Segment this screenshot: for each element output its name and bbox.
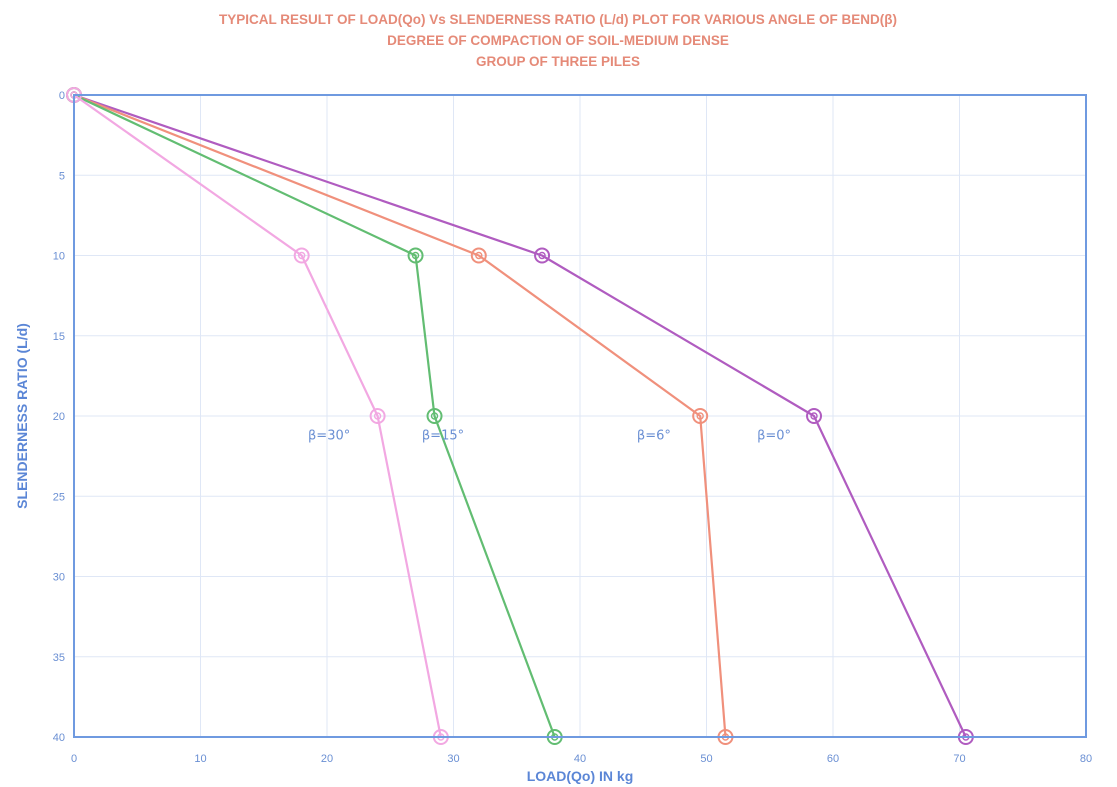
chart-title: TYPICAL RESULT OF LOAD(Qo) Vs SLENDERNES… (219, 12, 897, 69)
y-tick-label-5: 5 (59, 170, 65, 182)
y-tick-label-10: 10 (53, 251, 65, 263)
y-tick-label-20: 20 (53, 411, 65, 423)
y-axis-label: SLENDERNESS RATIO (L/d) (14, 323, 30, 509)
x-tick-label-70: 70 (953, 753, 965, 765)
series-labels: β=0° β=6° β=15° β=30° (308, 428, 791, 443)
x-tick-label-40: 40 (574, 753, 586, 765)
x-tick-label-50: 50 (700, 753, 712, 765)
series-line-3 (73, 94, 442, 738)
x-tick-label-20: 20 (321, 753, 333, 765)
y-tick-label-15: 15 (53, 331, 65, 343)
series-marker-inner-3-2 (373, 412, 382, 420)
series-marker-inner-1-2 (696, 412, 704, 420)
series-marker-inner-1-1 (475, 251, 483, 260)
grid (73, 94, 1087, 738)
series-marker-inner-0-2 (810, 412, 818, 420)
y-tick-label-0: 0 (59, 90, 65, 102)
series-marker-inner-2-2 (430, 412, 439, 420)
series-marker-1-1 (470, 247, 487, 264)
y-tick-label-25: 25 (53, 491, 65, 503)
series-marker-2-1 (407, 247, 424, 264)
series-marker-inner-0-1 (538, 251, 546, 260)
series-label-1: β=6° (637, 428, 671, 443)
x-tick-label-10: 10 (194, 753, 206, 765)
series-marker-inner-2-1 (411, 251, 420, 260)
series-line-2 (73, 94, 556, 738)
series-marker-0-2 (806, 408, 823, 424)
series-label-3: β=30° (308, 428, 350, 443)
series-label-0: β=0° (757, 428, 791, 443)
series-line-0 (73, 93, 967, 738)
series-label-2: β=15° (422, 428, 464, 443)
series-marker-3-1 (293, 247, 310, 264)
series-marker-1-2 (692, 408, 709, 424)
series-line-1 (73, 93, 727, 738)
series-marker-inner-3-1 (298, 251, 306, 260)
x-axis-label: LOAD(Qo) IN kg (527, 768, 634, 784)
plot-frame (73, 94, 1087, 738)
y-tick-label-40: 40 (53, 732, 65, 744)
y-tick-labels: 0 5 10 15 20 25 30 35 40 (53, 90, 65, 744)
y-tick-label-35: 35 (53, 652, 65, 664)
y-tick-label-30: 30 (53, 572, 65, 584)
x-tick-label-80: 80 (1080, 753, 1092, 765)
x-tick-label-60: 60 (827, 753, 839, 765)
chart-title-line-2: DEGREE OF COMPACTION OF SOIL-MEDIUM DENS… (387, 33, 729, 48)
x-tick-label-0: 0 (71, 753, 77, 765)
x-tick-labels: 0 10 20 30 40 50 60 70 80 (71, 753, 1092, 765)
x-tick-label-30: 30 (447, 753, 459, 765)
chart-title-line-3: GROUP OF THREE PILES (476, 54, 640, 69)
chart-title-line-1: TYPICAL RESULT OF LOAD(Qo) Vs SLENDERNES… (219, 12, 897, 27)
series-marker-2-2 (426, 408, 443, 424)
series-marker-0-1 (534, 247, 551, 264)
series-marker-3-2 (369, 408, 386, 424)
